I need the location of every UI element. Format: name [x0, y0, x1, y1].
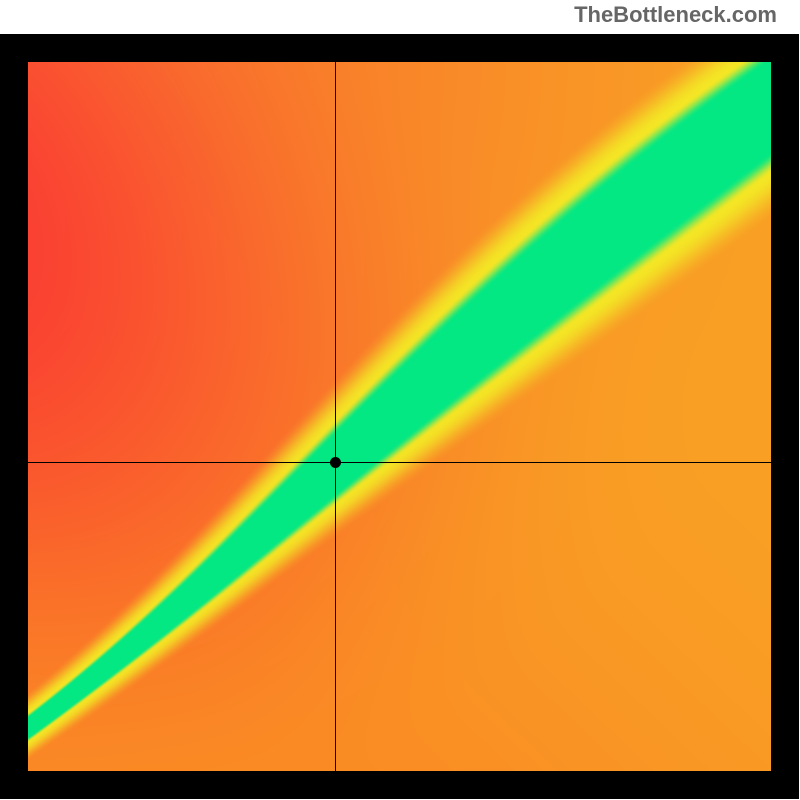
watermark-text: TheBottleneck.com [574, 2, 777, 28]
heatmap-canvas [28, 62, 771, 771]
crosshair-vertical [335, 62, 336, 771]
figure-container: TheBottleneck.com [0, 0, 800, 800]
crosshair-horizontal [28, 462, 771, 463]
